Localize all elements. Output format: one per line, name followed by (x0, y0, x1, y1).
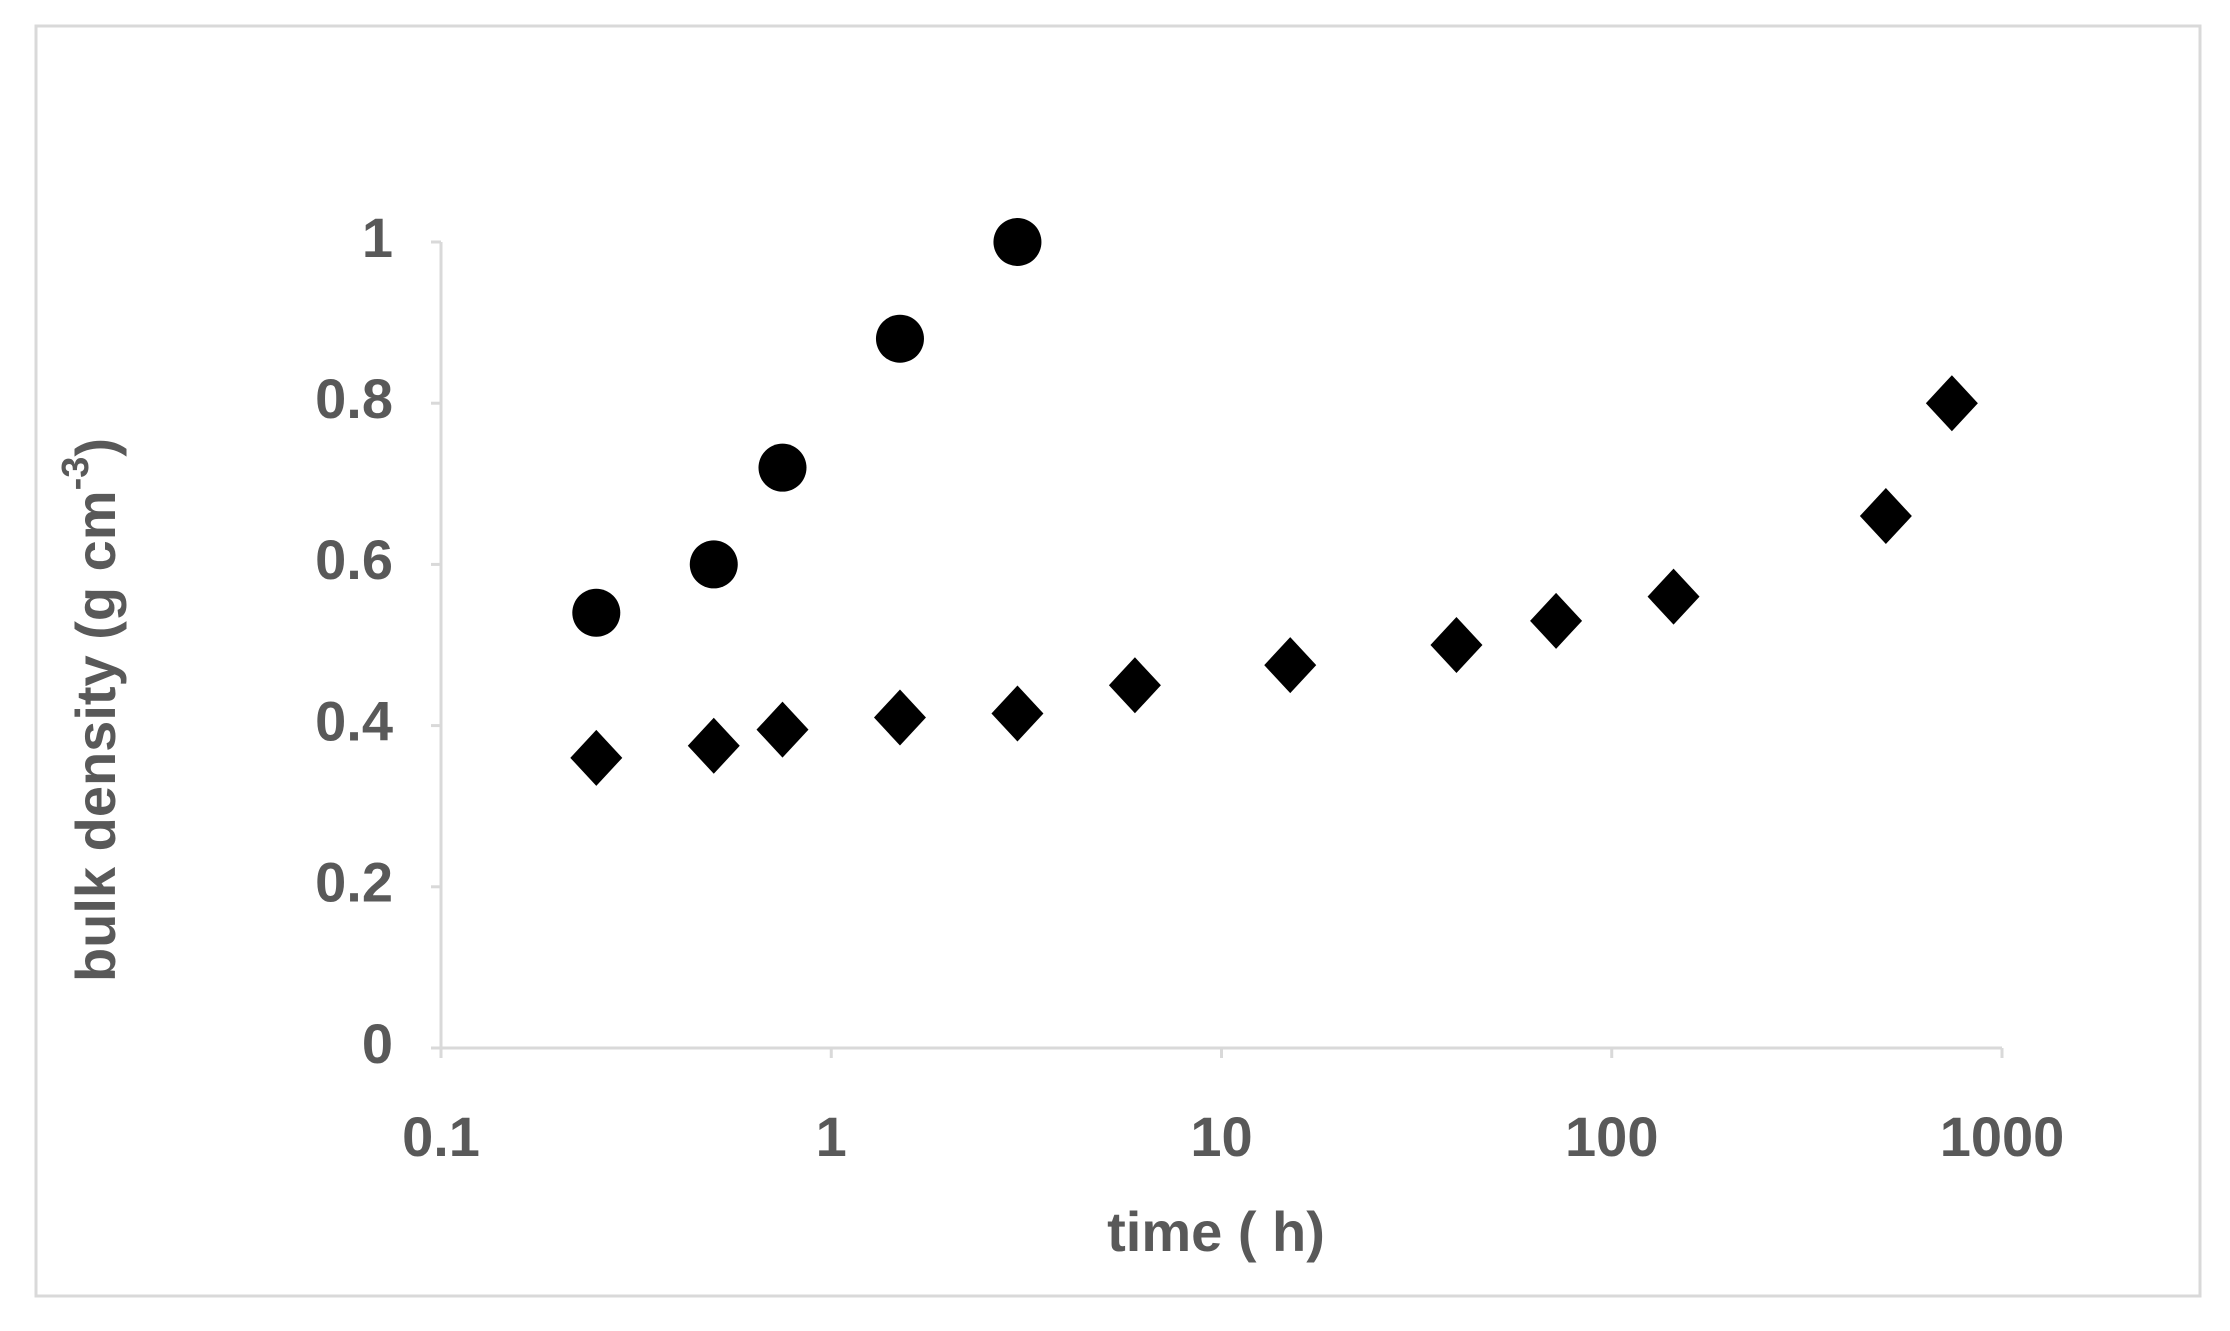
circle-point (875, 314, 924, 363)
diamond-point (1530, 592, 1583, 649)
x-tick-label: 1 (816, 1105, 847, 1168)
y-tick-label: 0 (362, 1012, 393, 1075)
diamond-point (1264, 637, 1317, 694)
x-axis-label: time ( h) (1107, 1200, 1325, 1263)
y-tick-label: 1 (362, 206, 393, 269)
y-axis-label-close: ) (64, 438, 127, 457)
y-axis-label-text: bulk density (g cm (64, 490, 127, 982)
y-tick-label: 0.6 (315, 528, 393, 591)
circle-point (993, 218, 1042, 266)
x-tick-label: 0.1 (402, 1105, 480, 1168)
diamond-point (1925, 375, 1978, 432)
diamond-point (756, 701, 809, 758)
diamond-point (1647, 568, 1700, 625)
x-tick-label: 1000 (1940, 1105, 2065, 1168)
x-tick-label: 10 (1190, 1105, 1252, 1168)
circle-point (758, 443, 807, 492)
y-axis-label: bulk density (g cm-3) (55, 438, 127, 982)
y-tick-label: 0.8 (315, 367, 393, 430)
circle-point (572, 588, 621, 637)
diamond-point (873, 689, 926, 746)
diamond-point (1859, 488, 1912, 545)
diamond-point (1108, 657, 1161, 714)
y-tick-label: 0.2 (315, 851, 393, 914)
chart-frame (34, 24, 2202, 1298)
y-tick-label: 0.4 (315, 689, 393, 752)
diamond-point (991, 685, 1044, 742)
y-axis-label-superscript: -3 (55, 457, 97, 491)
diamond-point (1430, 617, 1483, 673)
x-tick-label: 100 (1565, 1105, 1658, 1168)
diamond-point (570, 729, 623, 786)
diamond-point (687, 717, 740, 774)
circle-point (689, 540, 738, 589)
